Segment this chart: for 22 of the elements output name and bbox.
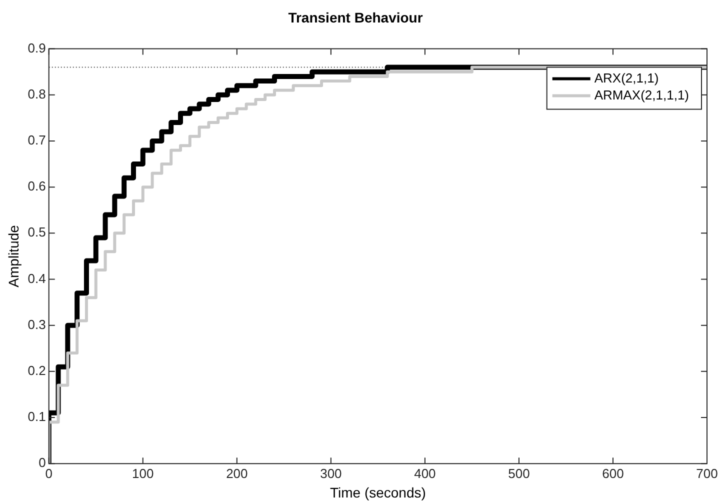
y-tick-label: 0.8 (28, 86, 46, 102)
chart-title: Transient Behaviour (288, 9, 424, 26)
y-axis-title: Amplitude (5, 224, 22, 288)
x-tick-label: 600 (602, 466, 624, 481)
y-tick-label: 0.9 (28, 40, 46, 56)
y-tick-label: 0.2 (28, 363, 46, 378)
y-tick-label: 0.5 (28, 224, 46, 240)
y-tick-label: 0 (38, 455, 46, 470)
y-tick-label: 0.4 (28, 270, 46, 286)
y-tick-label: 0.7 (28, 132, 46, 148)
y-tick-label: 0.1 (28, 409, 46, 424)
x-tick-label: 500 (508, 466, 530, 481)
y-tick-label: 0.3 (28, 316, 46, 332)
legend-label: ARMAX(2,1,1,1) (594, 87, 690, 102)
y-tick-label: 0.6 (28, 178, 46, 194)
x-tick-label: 400 (414, 466, 436, 481)
legend-label: ARX(2,1,1) (594, 70, 659, 86)
x-tick-label: 700 (696, 466, 718, 481)
x-tick-label: 100 (132, 466, 154, 481)
x-tick-label: 300 (320, 466, 342, 481)
x-axis-title: Time (seconds) (330, 484, 426, 500)
x-tick-label: 200 (226, 466, 248, 481)
